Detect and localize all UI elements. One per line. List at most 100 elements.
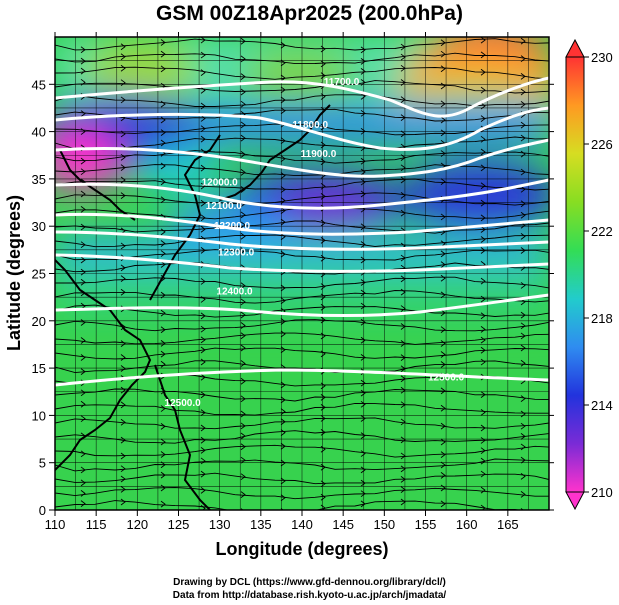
streamline-arrow (520, 247, 526, 254)
streamline-arrow (520, 410, 526, 418)
streamline-arrow (440, 82, 446, 90)
contour-label: 12000.0 (202, 178, 239, 189)
streamline-arrow (360, 279, 366, 286)
streamline-arrow (400, 498, 406, 506)
streamline-arrow (280, 408, 286, 416)
streamline (55, 66, 549, 80)
streamline-arrow (320, 445, 326, 453)
streamline-arrow (320, 480, 326, 488)
streamline-arrow (280, 96, 286, 104)
streamline-arrow (160, 360, 166, 368)
streamline-arrow (80, 368, 86, 376)
streamline-arrow (440, 261, 446, 269)
x-tick-label: 145 (332, 517, 354, 532)
contour-label: 12500.0 (165, 398, 202, 409)
streamline-arrow (400, 53, 406, 61)
streamline-arrow (360, 289, 366, 297)
streamline-arrow (120, 401, 126, 409)
streamline-arrow (360, 400, 366, 408)
streamline-arrow (320, 93, 326, 100)
streamline-arrow (240, 443, 246, 451)
streamline-arrow (160, 261, 166, 268)
colorbar-body (565, 56, 585, 493)
streamline-arrow (160, 339, 166, 347)
streamline-arrow (200, 373, 206, 381)
streamline-arrow (400, 275, 406, 283)
streamline-arrow (120, 340, 126, 348)
streamline-arrow (520, 473, 526, 480)
streamline-arrow (320, 404, 326, 411)
streamline-arrow (200, 424, 206, 432)
streamline-arrow (280, 477, 286, 485)
streamline-arrow (440, 484, 446, 492)
streamline (55, 347, 549, 360)
streamline-arrow (200, 312, 206, 320)
streamline-arrow (120, 130, 126, 138)
streamline-arrow (200, 504, 206, 510)
streamline-arrow (520, 359, 526, 367)
streamline-arrow (320, 219, 326, 227)
streamline-arrow (440, 150, 446, 157)
streamline-arrow (160, 451, 166, 458)
streamline-arrow (240, 100, 246, 108)
streamline-arrow (360, 190, 366, 198)
streamline-arrow (280, 233, 286, 241)
streamline-arrow (280, 197, 286, 204)
streamline-arrow (120, 465, 126, 473)
streamline-arrow (200, 87, 206, 94)
streamline-arrow (200, 69, 206, 76)
streamline-arrow (360, 109, 366, 117)
streamline-arrow (120, 53, 126, 61)
streamline-arrow (400, 130, 406, 138)
streamline-arrow (520, 322, 526, 330)
streamline-arrow (160, 240, 166, 247)
contour-label: 12100.0 (206, 201, 243, 212)
contour-labels: 11700.0 11800.0 11900.0 12000.0 12100.0 12200… (165, 77, 465, 409)
streamline (55, 38, 549, 51)
streamline-arrow (520, 168, 526, 176)
streamline-arrow (120, 486, 126, 493)
streamline (55, 276, 549, 289)
streamline-arrow (240, 247, 246, 254)
streamline-arrow (200, 102, 206, 110)
streamline-arrow (360, 336, 366, 344)
streamline-arrow (360, 500, 366, 508)
streamline-arrow (360, 241, 366, 248)
streamline-arrow (200, 115, 206, 122)
streamline-arrow (320, 394, 326, 401)
streamline-arrow (360, 490, 366, 498)
streamline-arrow (520, 311, 526, 319)
streamline-arrow (320, 123, 326, 131)
streamline-arrow (520, 491, 526, 498)
streamline (55, 472, 549, 485)
streamline-arrow (120, 96, 126, 104)
streamline-arrow (360, 57, 366, 65)
streamline-arrow (440, 451, 446, 459)
streamline-arrow (80, 128, 86, 135)
streamline-arrow (240, 211, 246, 219)
streamline-arrow (200, 487, 206, 494)
streamline-arrow (480, 424, 486, 432)
streamline-arrow (120, 498, 126, 506)
streamline-arrow (80, 46, 86, 54)
streamline-arrow (200, 182, 206, 190)
y-tick-label: 20 (32, 314, 46, 329)
streamline-arrow (160, 228, 166, 236)
streamline-arrow (120, 275, 126, 283)
streamline (55, 430, 549, 444)
streamline-arrow (240, 473, 246, 481)
streamline-arrow (120, 418, 126, 426)
streamline-arrow (440, 274, 446, 282)
y-tick-label: 45 (32, 77, 46, 92)
streamline-arrow (200, 336, 206, 344)
streamline-arrow (200, 470, 206, 478)
streamline-arrow (280, 250, 286, 258)
streamline-arrow (160, 178, 166, 186)
streamline-arrow (120, 242, 126, 250)
streamline-arrow (440, 404, 446, 412)
streamline-arrow (320, 429, 326, 436)
streamline (55, 262, 549, 275)
streamline-arrow (520, 233, 526, 240)
streamline-arrow (440, 309, 446, 317)
colorbar-tick-label: 230 (591, 50, 613, 65)
